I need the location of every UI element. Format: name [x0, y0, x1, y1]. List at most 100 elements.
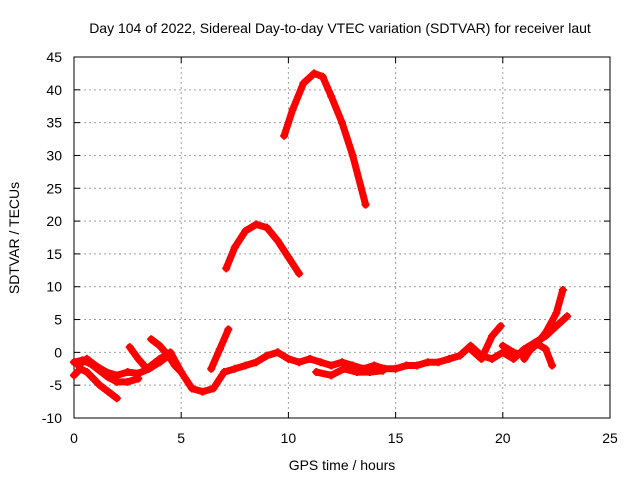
data-point [215, 345, 224, 354]
points-arc-8 [280, 69, 370, 209]
data-point [496, 322, 505, 331]
data-point [112, 371, 121, 380]
data-point [327, 361, 336, 370]
data-point [207, 364, 216, 373]
data-point [155, 354, 164, 363]
data-point [164, 351, 173, 360]
data-point [402, 361, 411, 370]
data-point [70, 358, 78, 367]
data-point [134, 369, 143, 378]
points-arc-1 [70, 364, 121, 403]
data-point [147, 335, 156, 344]
data-point [327, 92, 336, 101]
x-tick-label: 25 [602, 430, 618, 446]
data-point [365, 368, 374, 377]
data-point [123, 368, 132, 377]
data-point [413, 361, 422, 370]
data-point [112, 394, 121, 403]
data-point [338, 118, 346, 127]
data-point [340, 364, 349, 373]
x-tick-label: 10 [281, 430, 297, 446]
data-point [552, 322, 561, 331]
y-tick-label: 5 [54, 312, 62, 328]
data-point [391, 364, 400, 373]
data-point [262, 223, 271, 232]
points-arc-5 [147, 335, 186, 377]
data-point [445, 354, 454, 363]
points-arc-7 [222, 220, 304, 278]
data-point [102, 368, 111, 377]
data-point [353, 368, 362, 377]
data-point [305, 354, 314, 363]
data-point [563, 312, 572, 321]
data-point [338, 358, 346, 367]
data-point [312, 368, 321, 377]
data-point [299, 79, 308, 88]
data-point [241, 226, 250, 235]
data-point [224, 325, 233, 334]
data-point [187, 384, 196, 393]
data-point [509, 348, 518, 357]
data-point [82, 354, 91, 363]
data-point [348, 151, 357, 160]
data-point [541, 328, 550, 337]
y-tick-label: 40 [46, 82, 62, 98]
points-arc-10 [312, 364, 387, 380]
data-point [318, 72, 327, 81]
y-tick-label: 20 [46, 213, 62, 229]
x-tick-label: 0 [70, 430, 78, 446]
data-point [498, 341, 507, 350]
data-point [284, 354, 293, 363]
points-arc-11 [466, 322, 505, 363]
data-point [310, 69, 319, 78]
data-point [530, 338, 539, 347]
data-point [82, 368, 91, 377]
data-point [295, 269, 304, 278]
series-group [70, 69, 572, 403]
data-point [89, 374, 98, 383]
data-point [548, 361, 557, 370]
chart-title: Day 104 of 2022, Sidereal Day-to-day VTE… [89, 20, 591, 36]
data-point [423, 358, 432, 367]
data-point [155, 341, 164, 350]
data-point [198, 387, 207, 396]
data-point [170, 361, 179, 370]
data-point [378, 366, 387, 375]
data-point [361, 200, 370, 209]
data-point [434, 358, 443, 367]
data-point [222, 264, 231, 273]
data-point [455, 351, 464, 360]
data-point [230, 243, 239, 252]
y-tick-label: 25 [46, 180, 62, 196]
x-tick-label: 5 [177, 430, 185, 446]
points-arc-6 [207, 325, 233, 373]
data-point [177, 368, 186, 377]
points-arc-13 [520, 338, 557, 370]
grid [74, 57, 610, 418]
series-arc-7 [222, 220, 303, 278]
series-arc-13 [520, 339, 556, 369]
data-point [70, 371, 78, 380]
data-point [280, 131, 289, 140]
data-point [520, 354, 529, 363]
data-point [252, 358, 261, 367]
data-point [477, 354, 486, 363]
data-point [558, 286, 567, 295]
y-tick-label: 0 [54, 344, 62, 360]
x-tick-label: 20 [495, 430, 511, 446]
data-point [142, 364, 151, 373]
data-point [316, 358, 325, 367]
data-point [488, 354, 497, 363]
data-point [74, 361, 83, 370]
data-point [327, 371, 336, 380]
plot-frame [73, 56, 611, 419]
series-arc-11 [467, 322, 505, 363]
data-point [241, 361, 250, 370]
y-axis-label: SDTVAR / TECUs [6, 182, 22, 294]
data-point [295, 358, 304, 367]
y-tick-label: 15 [46, 246, 62, 262]
y-tick-label: 35 [46, 115, 62, 131]
y-tick-label: -10 [42, 410, 62, 426]
data-point [284, 253, 293, 262]
